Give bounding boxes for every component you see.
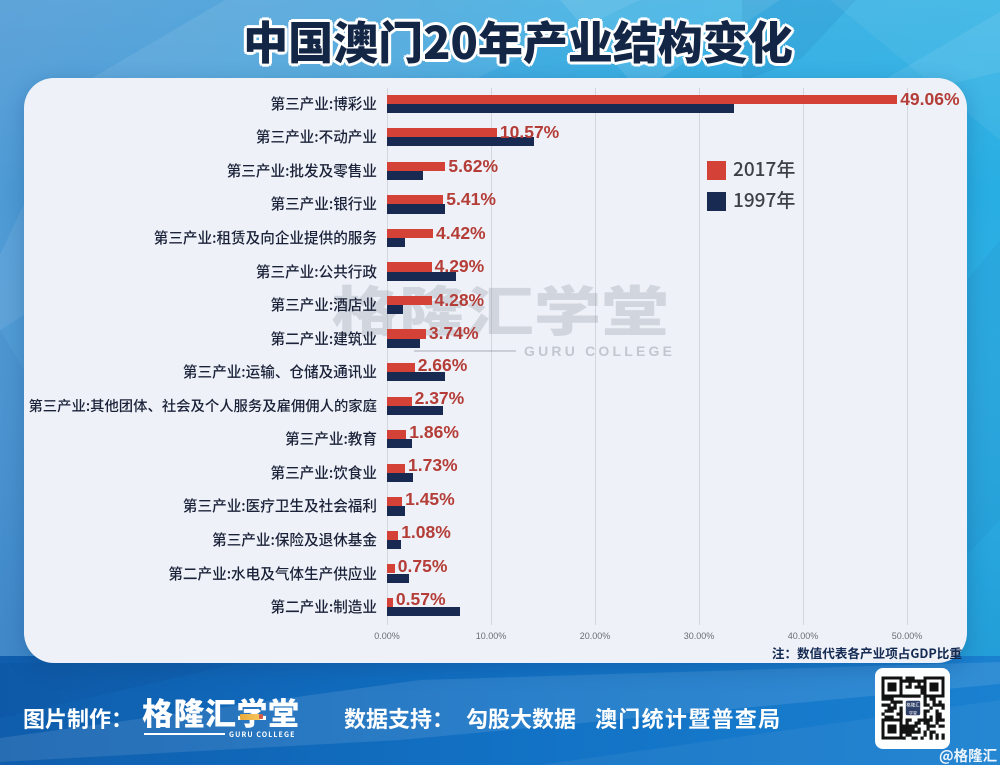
svg-text:格隆汇: 格隆汇 — [906, 702, 920, 709]
svg-text:学堂: 学堂 — [909, 709, 917, 715]
